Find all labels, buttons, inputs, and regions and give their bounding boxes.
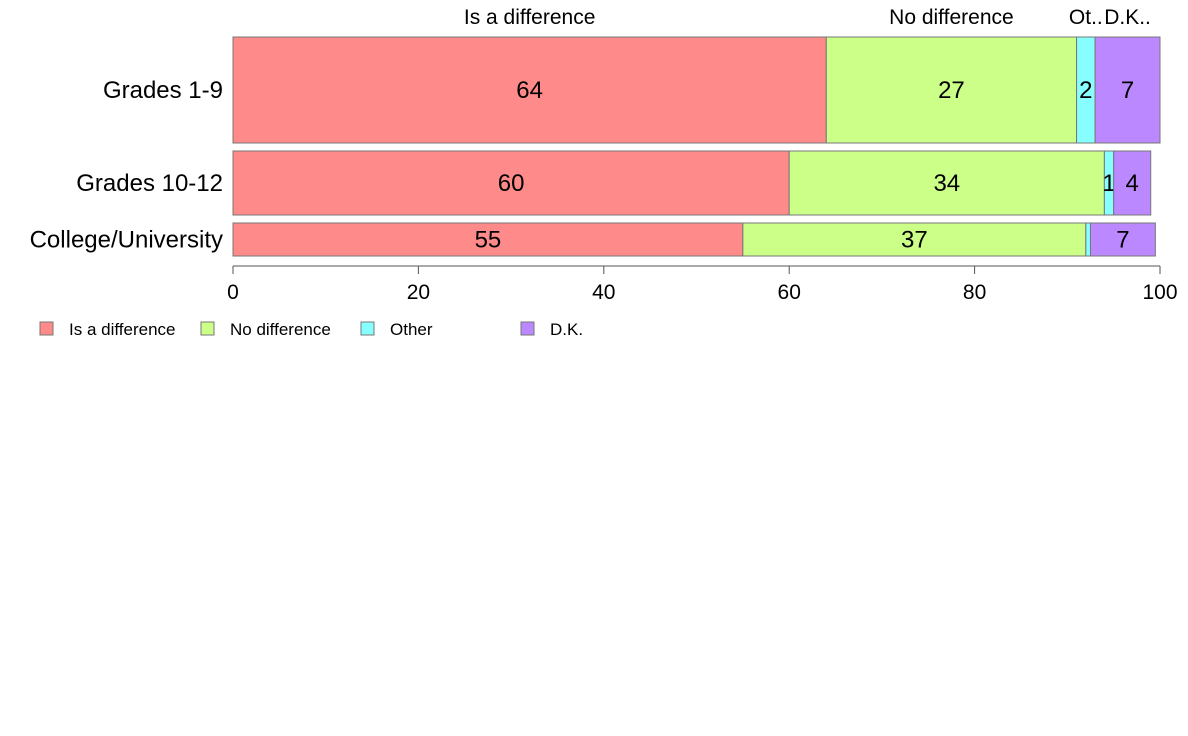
bar-segment-grades-1-9-no-difference: [825, 36, 1078, 144]
legend-label-is-a-difference: Is a difference: [69, 320, 175, 339]
bar-segment-college-university-no-difference: [742, 222, 1087, 257]
data-label-grades-1-9-no-difference: 27: [938, 77, 965, 104]
data-label-grades-1-9-d-k: 7: [1121, 77, 1134, 104]
data-label-college-university-d-k: 7: [1116, 227, 1129, 254]
x-tick-label-20: 20: [407, 281, 430, 304]
data-label-grades-10-12-other: 1: [1102, 170, 1115, 197]
data-label-grades-1-9-is-a-difference: 64: [516, 77, 543, 104]
legend-label-other: Other: [390, 320, 433, 339]
data-label-college-university-no-difference: 37: [901, 227, 928, 254]
bar-segment-college-university-is-a-difference: [232, 222, 744, 257]
legend-label-d-k: D.K.: [550, 320, 583, 339]
top-label-is-a-difference: Is a difference: [464, 6, 596, 29]
legend-label-no-difference: No difference: [230, 320, 331, 339]
x-tick-label-40: 40: [592, 281, 615, 304]
top-label-other: Ot..: [1069, 6, 1103, 29]
data-label-college-university-is-a-difference: 55: [475, 227, 502, 254]
top-label-d-k: D.K..: [1104, 6, 1151, 29]
legend-swatch-other: [360, 321, 375, 336]
data-label-grades-10-12-d-k: 4: [1126, 170, 1139, 197]
bar-segment-college-university-other: [1085, 222, 1091, 257]
x-tick-label-100: 100: [1142, 281, 1177, 304]
legend-swatch-no-difference: [200, 321, 215, 336]
bar-segment-grades-10-12-is-a-difference: [232, 150, 790, 216]
data-label-grades-10-12-no-difference: 34: [933, 170, 960, 197]
x-tick-label-80: 80: [963, 281, 986, 304]
top-label-no-difference: No difference: [889, 6, 1014, 29]
category-label-college-university: College/University: [30, 227, 223, 254]
bar-segment-grades-10-12-d-k: [1113, 150, 1152, 216]
data-label-grades-10-12-is-a-difference: 60: [498, 170, 525, 197]
legend-swatch-d-k: [520, 321, 535, 336]
x-tick-label-60: 60: [778, 281, 801, 304]
legend-swatch-is-a-difference: [39, 321, 54, 336]
category-label-grades-10-12: Grades 10-12: [76, 170, 223, 197]
bar-segment-grades-10-12-no-difference: [788, 150, 1105, 216]
x-tick-label-0: 0: [227, 281, 239, 304]
bar-segment-grades-1-9-is-a-difference: [232, 36, 827, 144]
data-label-grades-1-9-other: 2: [1079, 77, 1092, 104]
bar-segment-grades-1-9-d-k: [1094, 36, 1161, 144]
bar-segment-college-university-d-k: [1089, 222, 1156, 257]
category-label-grades-1-9: Grades 1-9: [103, 77, 223, 104]
